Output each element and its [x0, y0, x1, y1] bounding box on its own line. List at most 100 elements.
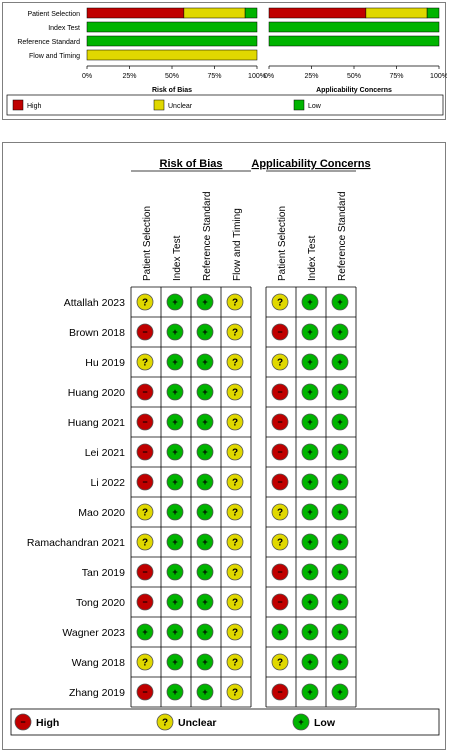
risk-dot-unclear: ?	[226, 293, 244, 311]
legend-label-unclear: Unclear	[178, 717, 217, 729]
svg-text:+: +	[202, 447, 207, 457]
tick-label: 100%	[430, 73, 447, 80]
svg-text:+: +	[172, 537, 177, 547]
risk-dot-low: +	[196, 503, 214, 521]
risk-dot-low: +	[166, 413, 184, 431]
risk-dot-low: +	[166, 503, 184, 521]
study-label: Zhang 2019	[69, 687, 125, 699]
svg-text:+: +	[202, 687, 207, 697]
bar-low-1-1	[268, 21, 440, 33]
svg-text:+: +	[172, 507, 177, 517]
applicability-dot-low: +	[331, 593, 349, 611]
applicability-dot-low: +	[301, 353, 319, 371]
legend-label-high: High	[27, 103, 42, 110]
risk-dot-unclear: ?	[136, 533, 154, 551]
table-legend	[10, 708, 440, 736]
study-label: Ramachandran 2021	[27, 537, 125, 549]
applicability-dot-low: +	[331, 383, 349, 401]
column-header: Flow and Timing	[232, 208, 243, 281]
risk-dot-unclear: ?	[136, 503, 154, 521]
applicability-dot-unclear: ?	[271, 353, 289, 371]
svg-text:?: ?	[232, 418, 238, 429]
risk-dot-unclear: ?	[226, 683, 244, 701]
legend-label-low: Low	[314, 717, 336, 729]
risk-dot-unclear: ?	[226, 533, 244, 551]
column-header: Index Test	[307, 235, 318, 281]
risk-dot-low: +	[166, 353, 184, 371]
risk-dot-unclear: ?	[136, 653, 154, 671]
svg-text:+: +	[202, 657, 207, 667]
svg-text:+: +	[172, 687, 177, 697]
tick-label: 25%	[122, 73, 136, 80]
risk-dot-low: +	[196, 293, 214, 311]
risk-dot-unclear: ?	[226, 563, 244, 581]
risk-dot-unclear: ?	[226, 443, 244, 461]
svg-text:+: +	[307, 477, 312, 487]
svg-text:?: ?	[232, 358, 238, 369]
risk-dot-low: +	[196, 563, 214, 581]
tick-label: 25%	[304, 73, 318, 80]
svg-text:+: +	[172, 327, 177, 337]
risk-dot-unclear: ?	[226, 473, 244, 491]
svg-text:?: ?	[142, 508, 148, 519]
svg-text:?: ?	[142, 658, 148, 669]
bar-low-0-1	[86, 21, 258, 33]
tick-label: 50%	[165, 73, 179, 80]
applicability-dot-high: −	[271, 443, 289, 461]
legend-swatch-unclear	[153, 99, 165, 111]
applicability-dot-high: −	[271, 383, 289, 401]
svg-text:+: +	[142, 627, 147, 637]
svg-text:?: ?	[162, 718, 168, 729]
svg-text:+: +	[172, 597, 177, 607]
risk-dot-low: +	[166, 533, 184, 551]
applicability-dot-unclear: ?	[271, 653, 289, 671]
svg-text:+: +	[277, 627, 282, 637]
svg-text:?: ?	[232, 568, 238, 579]
domain-label: Index Test	[48, 25, 80, 32]
risk-dot-high: −	[136, 683, 154, 701]
bar-unclear-0-3	[86, 49, 258, 61]
risk-dot-low: +	[196, 383, 214, 401]
svg-text:?: ?	[232, 658, 238, 669]
svg-text:+: +	[307, 687, 312, 697]
tick-label: 75%	[389, 73, 403, 80]
applicability-dot-low: +	[331, 353, 349, 371]
svg-text:+: +	[307, 627, 312, 637]
risk-dot-low: +	[196, 623, 214, 641]
svg-text:+: +	[202, 627, 207, 637]
study-label: Tan 2019	[82, 567, 125, 579]
svg-text:+: +	[202, 537, 207, 547]
svg-text:+: +	[337, 297, 342, 307]
risk-dot-unclear: ?	[226, 593, 244, 611]
svg-text:+: +	[307, 567, 312, 577]
svg-text:+: +	[172, 297, 177, 307]
legend-dot-high: −	[14, 713, 32, 731]
svg-text:+: +	[307, 417, 312, 427]
svg-text:+: +	[337, 447, 342, 457]
applicability-dot-low: +	[301, 533, 319, 551]
svg-text:?: ?	[277, 658, 283, 669]
bar-low-0-2	[86, 35, 258, 47]
risk-dot-high: −	[136, 473, 154, 491]
applicability-dot-unclear: ?	[271, 503, 289, 521]
applicability-dot-low: +	[331, 533, 349, 551]
study-label: Huang 2021	[68, 417, 125, 429]
column-header: Reference Standard	[337, 191, 348, 281]
risk-dot-low: +	[196, 323, 214, 341]
applicability-dot-low: +	[331, 683, 349, 701]
svg-text:?: ?	[232, 628, 238, 639]
svg-text:−: −	[277, 687, 282, 697]
study-label: Tong 2020	[76, 597, 125, 609]
svg-text:+: +	[202, 417, 207, 427]
bar-unclear-0-0	[183, 7, 246, 19]
applicability-dot-low: +	[301, 443, 319, 461]
applicability-title: Applicability Concerns	[251, 158, 370, 170]
svg-text:−: −	[142, 417, 147, 427]
traffic-light-panel: Risk of Bias Applicability Concerns Patien…	[2, 142, 446, 750]
svg-text:+: +	[172, 417, 177, 427]
risk-dot-unclear: ?	[226, 323, 244, 341]
domain-label: Flow and Timing	[29, 53, 80, 60]
risk-dot-low: +	[166, 443, 184, 461]
risk-dot-unclear: ?	[226, 413, 244, 431]
risk-dot-low: +	[196, 473, 214, 491]
